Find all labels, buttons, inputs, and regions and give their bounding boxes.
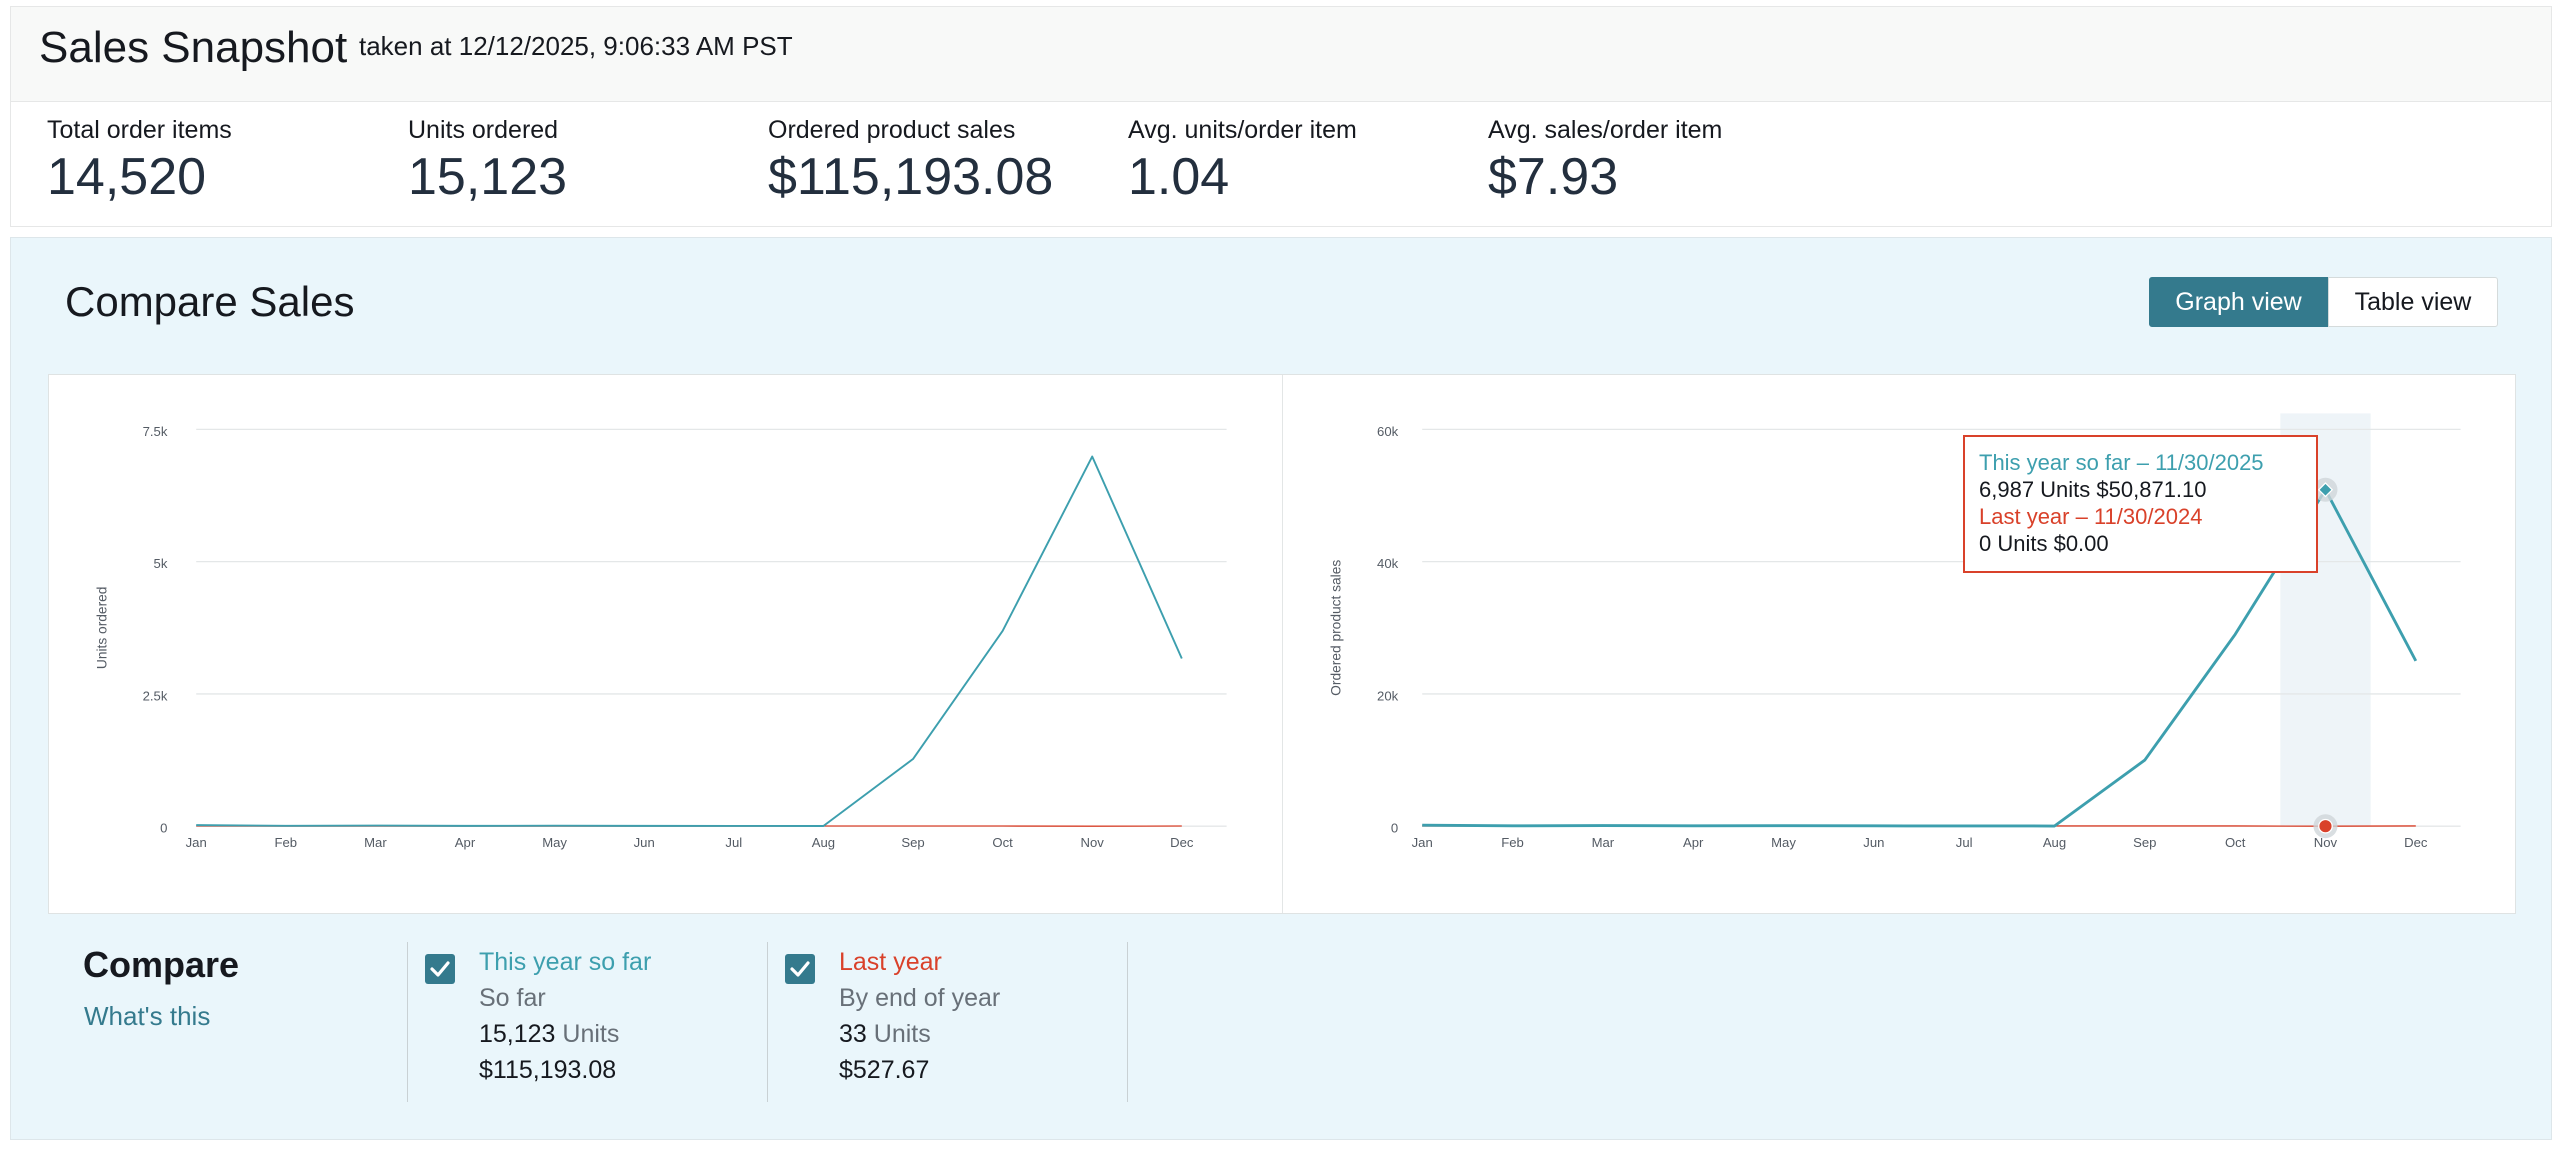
x-tick-label: Jun [634, 835, 655, 850]
whats-this-link[interactable]: What's this [84, 1001, 211, 1031]
legend-divider [407, 942, 408, 1102]
last-year-sales: $527.67 [839, 1056, 930, 1084]
x-tick-label: Oct [992, 835, 1013, 850]
this-year-series-line [196, 455, 1183, 827]
tooltip-last-year-label: Last year – 11/30/2024 [1979, 504, 2203, 529]
view-toggle: Graph view Table view [2149, 277, 2498, 327]
x-tick-label: Mar [364, 835, 387, 850]
metric-value: $115,193.08 [768, 148, 1054, 206]
metric-value: 1.04 [1128, 148, 1230, 206]
metric-label: Total order items [47, 116, 232, 144]
x-tick-label: Sep [901, 835, 924, 850]
check-icon [430, 961, 450, 977]
metric-total-order-items: Total order items 14,520 [47, 116, 232, 207]
graph-view-button[interactable]: Graph view [2149, 277, 2328, 327]
tooltip-this-year-value: 6,987 Units $50,871.10 [1979, 477, 2207, 502]
this-year-units: 15,123 [479, 1020, 556, 1048]
chart-divider [1282, 375, 1283, 913]
x-tick-label: Feb [275, 835, 298, 850]
x-tick-label: May [1771, 835, 1796, 850]
y-axis-label: Ordered product sales [1329, 560, 1344, 696]
chart-plot-group: 0 2.5k 5k 7.5k Jan Feb Mar Apr May Jun Jul Aug Sep Oc… [95, 424, 1227, 850]
this-year-marker [2317, 482, 2334, 498]
metric-label: Units ordered [408, 116, 559, 144]
this-year-series-line [1422, 488, 2418, 828]
y-axis-label: Units ordered [95, 587, 110, 670]
y-tick-label: 7.5k [143, 424, 168, 439]
x-tick-label: Mar [1592, 835, 1615, 850]
x-tick-label: Aug [2043, 835, 2066, 850]
units-ordered-chart: 0 2.5k 5k 7.5k Jan Feb Mar Apr May Jun Jul Aug Sep Oc… [95, 424, 1227, 850]
units-word: Units [873, 1020, 931, 1048]
compare-sales-title: Compare Sales [65, 278, 355, 325]
tooltip-last-year-value: 0 Units $0.00 [1979, 531, 2109, 556]
x-tick-label: Jan [1412, 835, 1433, 850]
table-view-button[interactable]: Table view [2328, 277, 2498, 327]
x-tick-label: Nov [2314, 835, 2338, 850]
y-tick-label: 20k [1377, 688, 1399, 703]
x-tick-label: Jun [1863, 835, 1884, 850]
metrics-bar: Total order items 14,520 Units ordered 1… [10, 101, 2552, 227]
y-tick-label: 0 [1391, 821, 1398, 836]
y-tick-label: 2.5k [143, 688, 168, 703]
y-tick-label: 0 [160, 821, 167, 836]
page-title: Sales Snapshot [39, 23, 348, 72]
metric-value: 14,520 [47, 148, 207, 206]
y-tick-label: 60k [1377, 424, 1399, 439]
units-word: Units [562, 1020, 620, 1048]
metric-label: Ordered product sales [768, 116, 1016, 144]
compare-sales-section: Compare Sales Graph view Table view 0 2.5… [10, 237, 2552, 1140]
x-tick-label: Jul [725, 835, 742, 850]
metric-label: Avg. units/order item [1128, 116, 1357, 144]
last-year-checkbox[interactable] [785, 954, 815, 984]
snapshot-timestamp: taken at 12/12/2025, 9:06:33 AM PST [359, 31, 793, 61]
last-year-name: Last year [839, 948, 942, 976]
this-year-sub: So far [479, 984, 546, 1012]
x-tick-label: Sep [2133, 835, 2156, 850]
x-tick-label: Apr [455, 835, 476, 850]
x-tick-label: Oct [2225, 835, 2246, 850]
metric-avg-units-per-order-item: Avg. units/order item 1.04 [1128, 116, 1357, 207]
chart-tooltip: This year so far – 11/30/2025 6,987 Unit… [1963, 435, 2318, 573]
x-tick-label: Aug [812, 835, 835, 850]
x-tick-label: Dec [2404, 835, 2428, 850]
legend-divider [767, 942, 768, 1102]
legend-compare-title: Compare [83, 944, 240, 985]
check-icon [790, 961, 810, 977]
snapshot-header: Sales Snapshot taken at 12/12/2025, 9:06… [10, 6, 2552, 101]
ordered-product-sales-chart: 0 20k 40k 60k Jan Feb Mar Apr May Jun Jul Aug Sep Oct… [1329, 413, 2461, 850]
this-year-name: This year so far [479, 948, 652, 976]
x-tick-label: Apr [1683, 835, 1704, 850]
last-year-units: 33 [839, 1020, 867, 1048]
y-tick-label: 40k [1377, 556, 1399, 571]
metric-label: Avg. sales/order item [1488, 116, 1723, 144]
x-tick-label: Nov [1081, 835, 1105, 850]
y-tick-label: 5k [154, 556, 168, 571]
x-tick-label: Jan [186, 835, 207, 850]
metric-value: $7.93 [1488, 148, 1619, 206]
x-tick-label: Dec [1170, 835, 1194, 850]
legend-divider [1127, 942, 1128, 1102]
metric-ordered-product-sales: Ordered product sales $115,193.08 [768, 116, 1053, 207]
metric-units-ordered: Units ordered 15,123 [408, 116, 567, 207]
metric-value: 15,123 [408, 148, 568, 206]
x-tick-label: May [542, 835, 567, 850]
this-year-sales: $115,193.08 [479, 1056, 617, 1084]
last-year-marker [2318, 818, 2333, 834]
last-year-sub: By end of year [839, 984, 1001, 1012]
x-tick-label: Jul [1956, 835, 1973, 850]
x-tick-label: Feb [1501, 835, 1524, 850]
tooltip-this-year-label: This year so far – 11/30/2025 [1979, 450, 2264, 475]
this-year-checkbox[interactable] [425, 954, 455, 984]
metric-avg-sales-per-order-item: Avg. sales/order item $7.93 [1488, 116, 1722, 207]
